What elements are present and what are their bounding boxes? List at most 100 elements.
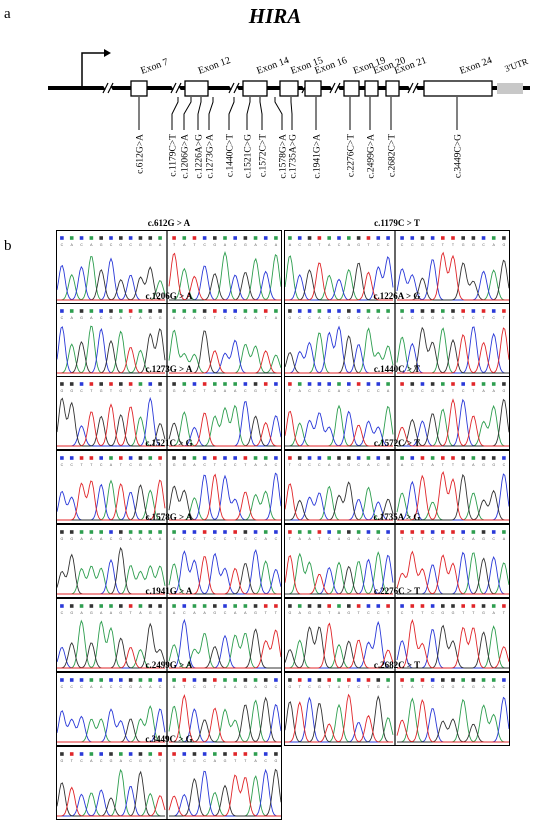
base-call-letter: A	[193, 316, 196, 320]
base-call-dot	[109, 236, 113, 240]
base-call-dot	[288, 456, 292, 460]
base-call-letter: A	[71, 316, 74, 320]
base-call-letter: A	[110, 463, 113, 467]
base-call-letter: C	[234, 243, 237, 247]
trace-t	[169, 556, 281, 595]
base-call-letter: T	[472, 611, 475, 615]
variant-marker	[274, 97, 283, 130]
base-call-dot	[461, 236, 465, 240]
trace-t	[169, 629, 281, 669]
base-call-letter: C	[357, 463, 360, 467]
base-call-dot	[192, 530, 197, 534]
base-call-dot	[410, 236, 415, 240]
base-call-letter: T	[173, 243, 176, 247]
base-call-letter: T	[214, 316, 217, 320]
base-call-letter: C	[492, 537, 495, 541]
base-call-letter: T	[183, 685, 186, 689]
base-call-letter: T	[159, 463, 162, 467]
base-call-letter: C	[159, 685, 162, 689]
base-call-dot	[430, 309, 435, 313]
base-call-dot	[441, 382, 445, 386]
base-call-dot	[307, 382, 312, 386]
base-call-dot	[69, 236, 74, 240]
base-call-dot	[356, 236, 361, 240]
base-call-dot	[172, 309, 176, 313]
trace-t	[397, 327, 509, 374]
base-call-dot	[243, 604, 248, 608]
base-call-letter: A	[120, 316, 123, 320]
base-call-dot	[491, 309, 496, 313]
base-call-dot	[317, 456, 322, 460]
base-call-dot	[192, 236, 197, 240]
base-call-letter: A	[348, 243, 351, 247]
base-call-letter: G	[159, 316, 162, 320]
base-call-letter: T	[421, 685, 424, 689]
base-call-dot	[337, 309, 341, 313]
base-call-dot	[307, 604, 312, 608]
base-call-dot	[69, 382, 74, 386]
base-call-letter: C	[367, 537, 370, 541]
base-call-dot	[148, 456, 153, 460]
base-call-letter: G	[70, 389, 73, 393]
base-call-dot	[148, 530, 153, 534]
base-call-dot	[69, 604, 74, 608]
base-call-letter: A	[80, 537, 83, 541]
base-call-dot	[138, 456, 143, 460]
base-call-letter: A	[299, 611, 302, 615]
base-call-letter: A	[308, 537, 311, 541]
base-call-dot	[60, 382, 64, 386]
trace-c	[285, 256, 394, 301]
base-call-letter: C	[264, 243, 267, 247]
variant-label: c.1521C>G	[244, 134, 254, 178]
base-call-dot	[297, 604, 302, 608]
base-call-letter: C	[214, 537, 217, 541]
base-call-letter: T	[367, 685, 370, 689]
base-call-dot	[253, 530, 258, 534]
exon-box	[364, 80, 379, 97]
trace-t	[285, 622, 394, 669]
variant-marker	[290, 97, 293, 130]
base-call-letter: C	[275, 389, 278, 393]
variant-marker	[171, 97, 179, 130]
trace-t	[396, 398, 509, 447]
base-call-letter: A	[173, 685, 176, 689]
base-call-letter: C	[411, 316, 414, 320]
base-call-dot	[172, 604, 176, 608]
base-call-dot	[89, 604, 94, 608]
trace-t	[57, 786, 166, 817]
base-call-letter: G	[139, 759, 142, 763]
base-call-dot	[317, 678, 322, 682]
base-call-dot	[481, 530, 486, 534]
base-call-dot	[441, 530, 445, 534]
base-call-dot	[172, 530, 176, 534]
base-call-dot	[148, 752, 153, 756]
base-call-letter: A	[100, 685, 103, 689]
base-call-dot	[202, 309, 207, 313]
base-call-letter: G	[244, 537, 247, 541]
base-call-dot	[119, 309, 123, 313]
base-call-letter: G	[139, 463, 142, 467]
base-call-letter: A	[387, 685, 390, 689]
base-call-dot	[327, 678, 331, 682]
base-call-letter: G	[193, 759, 196, 763]
base-call-letter: G	[387, 463, 390, 467]
base-call-dot	[491, 456, 496, 460]
trace-a	[397, 697, 509, 743]
variant-label: c.1440C>T	[226, 134, 236, 177]
base-call-dot	[202, 604, 207, 608]
base-call-letter: T	[503, 316, 506, 320]
base-call-dot	[386, 456, 390, 460]
base-call-dot	[158, 309, 162, 313]
base-call-letter: A	[299, 537, 302, 541]
base-call-dot	[420, 382, 425, 386]
base-call-dot	[420, 604, 425, 608]
base-call-letter: T	[442, 243, 445, 247]
base-call-dot	[386, 309, 390, 313]
intron-break	[407, 81, 419, 95]
